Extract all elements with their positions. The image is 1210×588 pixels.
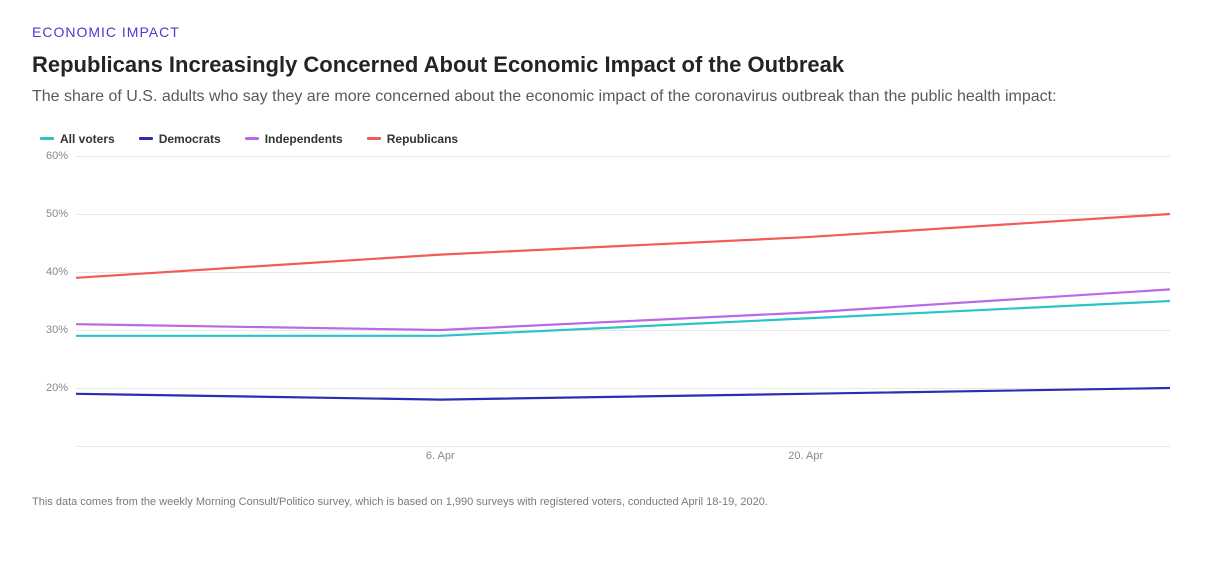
kicker-label: ECONOMIC IMPACT	[32, 24, 1178, 40]
legend-label: All voters	[60, 132, 115, 146]
legend-item: Republicans	[367, 132, 458, 146]
legend-item: All voters	[40, 132, 115, 146]
y-tick-label: 40%	[46, 266, 68, 278]
legend-swatch	[367, 137, 381, 140]
legend-label: Republicans	[387, 132, 458, 146]
chart-footnote: This data comes from the weekly Morning …	[32, 496, 1178, 508]
y-tick-label: 20%	[46, 382, 68, 394]
legend-item: Democrats	[139, 132, 221, 146]
grid-line	[76, 446, 1170, 447]
plot-area	[76, 156, 1170, 446]
y-tick-label: 60%	[46, 150, 68, 162]
legend-label: Independents	[265, 132, 343, 146]
x-tick-label: 20. Apr	[788, 450, 823, 462]
y-tick-label: 30%	[46, 324, 68, 336]
chart-legend: All voters Democrats Independents Republica…	[32, 132, 1178, 146]
chart-lines	[76, 156, 1170, 446]
line-chart: 20%30%40%50%60% 6. Apr20. Apr	[32, 156, 1178, 476]
legend-swatch	[245, 137, 259, 140]
series-line	[76, 214, 1170, 278]
y-axis-labels: 20%30%40%50%60%	[32, 156, 72, 446]
x-axis-labels: 6. Apr 20. Apr	[76, 450, 1170, 468]
y-tick-label: 50%	[46, 208, 68, 220]
legend-swatch	[139, 137, 153, 140]
series-line	[76, 301, 1170, 336]
chart-headline: Republicans Increasingly Concerned About…	[32, 52, 1178, 78]
legend-swatch	[40, 137, 54, 140]
chart-subhead: The share of U.S. adults who say they ar…	[32, 86, 1178, 108]
legend-label: Democrats	[159, 132, 221, 146]
legend-item: Independents	[245, 132, 343, 146]
x-tick-label: 6. Apr	[426, 450, 455, 462]
series-line	[76, 388, 1170, 400]
